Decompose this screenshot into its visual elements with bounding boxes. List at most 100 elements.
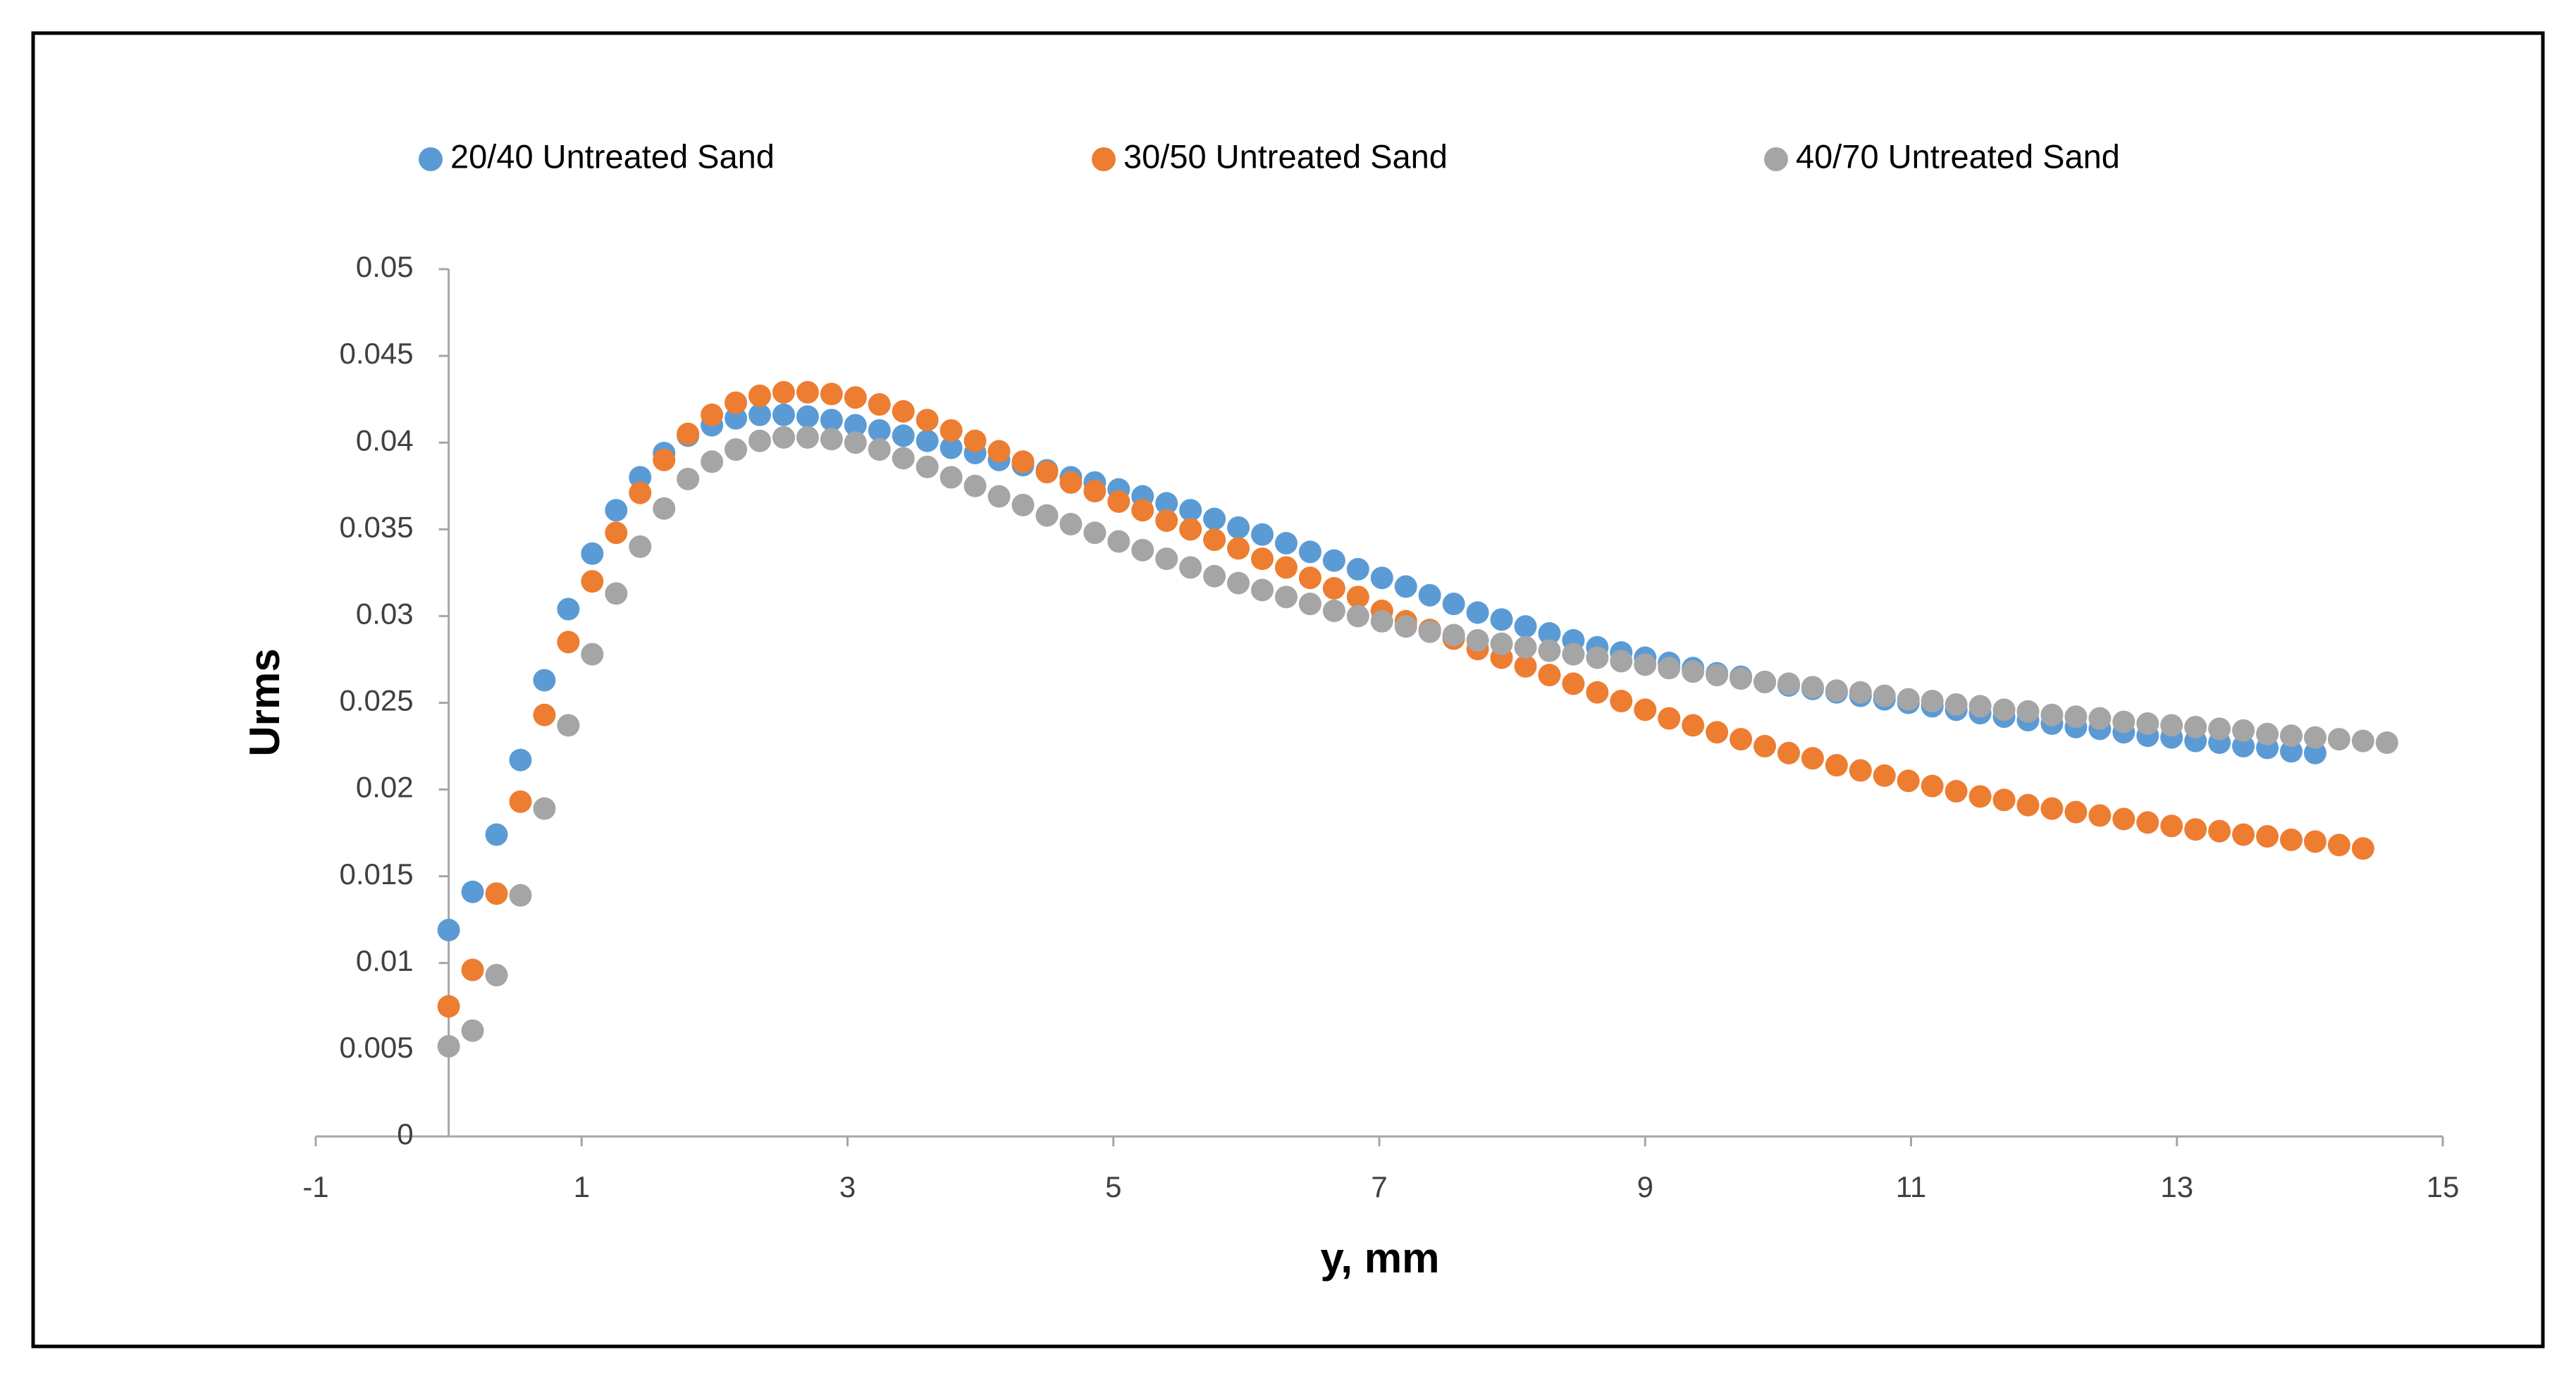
data-point	[1610, 690, 1633, 713]
data-point	[509, 790, 532, 813]
x-tick-label: 15	[2427, 1170, 2460, 1203]
data-point	[1514, 655, 1537, 678]
data-point	[1083, 480, 1107, 503]
data-point	[557, 631, 580, 654]
data-point	[1754, 670, 1777, 693]
data-point	[2375, 731, 2398, 755]
x-tick-label: 1	[574, 1170, 590, 1203]
data-point	[2064, 800, 2088, 824]
data-point	[557, 714, 580, 737]
y-tick-label: 0.025	[340, 684, 414, 717]
data-point	[916, 429, 939, 452]
legend-marker	[419, 147, 443, 171]
data-point	[1059, 471, 1083, 494]
data-point	[581, 542, 604, 565]
data-point	[1298, 540, 1321, 564]
data-point	[892, 424, 915, 447]
data-point	[629, 481, 652, 504]
data-point	[1992, 698, 2016, 721]
data-point	[916, 455, 939, 478]
data-point	[1322, 549, 1345, 572]
data-point	[939, 466, 963, 489]
data-point	[868, 419, 891, 442]
data-point	[1322, 600, 1345, 623]
data-point	[581, 643, 604, 666]
data-point	[1490, 608, 1513, 631]
y-tick-label: 0.015	[340, 857, 414, 891]
data-point	[1801, 747, 1824, 770]
data-point	[1155, 492, 1178, 515]
data-point	[1203, 528, 1226, 552]
data-point	[2160, 814, 2183, 838]
data-point	[2184, 818, 2207, 841]
data-point	[1179, 556, 1202, 579]
data-point	[844, 414, 867, 437]
data-point	[1107, 490, 1130, 513]
data-point	[1394, 615, 1417, 638]
data-point	[820, 409, 843, 432]
data-point	[1586, 681, 1609, 704]
data-point	[2303, 741, 2327, 764]
data-point	[2064, 705, 2088, 729]
data-point	[1035, 461, 1059, 484]
data-point	[1968, 695, 1992, 718]
data-point	[1418, 620, 1441, 643]
data-point	[2303, 830, 2327, 853]
data-point	[2016, 700, 2040, 723]
legend-label: 20/40 Untreated Sand	[450, 137, 775, 175]
x-tick-label: 13	[2160, 1170, 2193, 1203]
data-point	[1131, 499, 1154, 522]
data-point	[509, 884, 532, 907]
data-point	[2088, 707, 2112, 730]
data-point	[1730, 667, 1753, 690]
data-point	[2208, 819, 2231, 843]
data-point	[892, 447, 915, 470]
data-point	[1370, 609, 1393, 633]
data-point	[1274, 585, 1298, 609]
data-point	[2184, 715, 2207, 738]
data-point	[1298, 566, 1321, 590]
data-point	[1059, 512, 1083, 535]
data-point	[461, 958, 484, 981]
data-point	[987, 440, 1011, 463]
data-point	[1035, 504, 1059, 527]
data-point	[1370, 566, 1393, 590]
data-point	[437, 1034, 460, 1058]
data-point	[1945, 693, 1968, 716]
data-point	[1849, 681, 1872, 704]
x-tick-label: -1	[302, 1170, 328, 1203]
data-point	[1562, 672, 1585, 695]
data-point	[772, 426, 795, 449]
data-point	[629, 535, 652, 558]
data-point	[677, 422, 700, 445]
data-point	[461, 1019, 484, 1042]
data-point	[2232, 719, 2255, 742]
data-point	[2279, 828, 2303, 851]
data-point	[1706, 721, 1729, 744]
data-point	[1992, 788, 2016, 812]
legend-label: 40/70 Untreated Sand	[1796, 137, 2120, 175]
data-point	[963, 474, 987, 497]
data-point	[1658, 657, 1681, 680]
data-point	[1921, 690, 1944, 713]
data-point	[939, 419, 963, 442]
data-point	[677, 467, 700, 490]
data-point	[1586, 646, 1609, 669]
data-point	[2112, 710, 2136, 733]
data-point	[581, 570, 604, 593]
data-point	[2160, 714, 2183, 737]
data-point	[2351, 729, 2374, 752]
data-point	[2112, 807, 2136, 831]
data-point	[1538, 639, 1561, 662]
y-tick-label: 0.005	[340, 1031, 414, 1064]
data-point	[1466, 628, 1489, 652]
data-point	[725, 407, 748, 430]
data-point	[533, 703, 556, 726]
data-point	[1825, 754, 1848, 777]
data-point	[1466, 601, 1489, 624]
data-point	[1538, 622, 1561, 645]
data-point	[1897, 688, 1920, 711]
data-point	[1107, 530, 1130, 553]
data-point	[2279, 724, 2303, 748]
data-point	[748, 403, 772, 426]
